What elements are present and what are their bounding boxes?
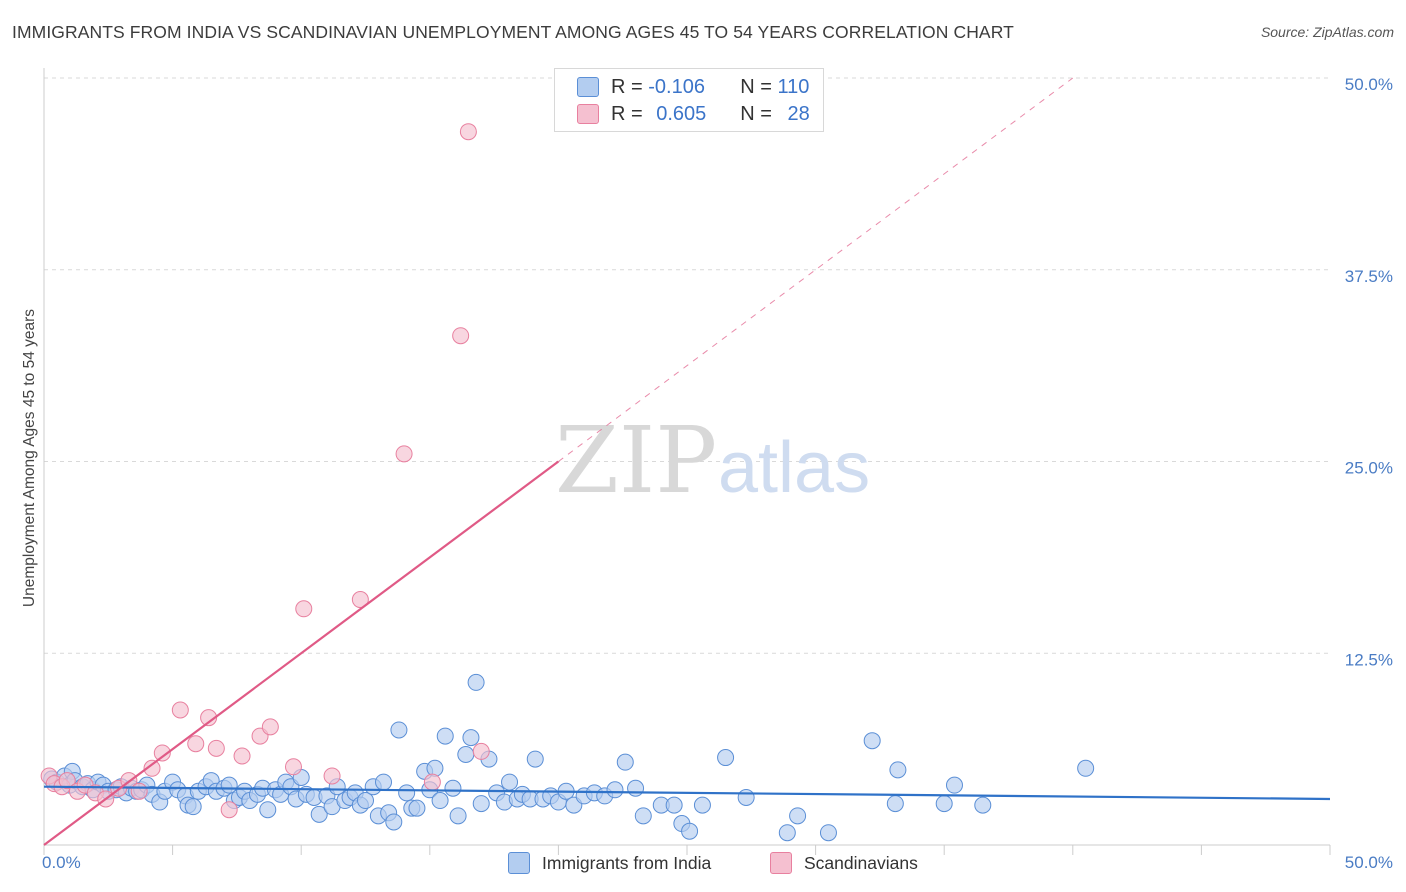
india-trend-line [43,785,1331,801]
india-point [737,788,755,806]
india-point [681,822,699,840]
scandinavian-point [423,773,441,791]
india-point [693,796,711,814]
scand-n-value: 28 [787,102,810,125]
scandinavian-point [171,701,189,719]
legend-row-india: R = -0.106 N = 110 [577,74,809,100]
india-point [457,745,475,763]
india-points [43,673,1095,842]
legend-india-swatch [508,852,530,874]
india-point [436,727,454,745]
source-label: Source: ZipAtlas.com [1260,24,1394,40]
axes [43,68,1331,855]
india-r-value: -0.106 [648,75,705,98]
india-point [945,776,963,794]
india-r-label: R = [611,75,649,98]
scandinavian-point [295,600,313,618]
india-point [357,792,374,810]
india-point [974,796,992,814]
india-point [501,773,519,791]
scandinavian-point [220,801,238,819]
y-tick-label: 25.0% [1345,459,1393,478]
india-point [375,773,393,791]
legend-row-scand: R = 0.605 N = 28 [577,101,810,127]
india-point [259,801,277,819]
scandinavian-point [187,735,205,753]
legend-scand: Scandinavians [770,852,918,874]
india-point [665,796,683,814]
scandinavian-point [284,758,302,776]
india-point [634,807,652,825]
scandinavian-point [323,767,341,785]
y-tick-label: 12.5% [1345,650,1393,669]
india-point [431,792,449,810]
scand-r-label: R = [611,102,649,125]
scandinavian-point [261,718,279,736]
x-tick-label: 0.0% [42,853,81,872]
india-point [819,824,837,842]
scandinavian-point [153,744,171,762]
india-point [426,759,444,777]
scandinavian-point [207,739,225,757]
stats-legend: R = -0.106 N = 110 R = 0.605 N = 28 [554,68,824,132]
india-point [778,824,796,842]
tick-labels: 12.5% 25.0% 37.5% 50.0% 0.0% 50.0% [42,75,1393,872]
india-point [616,753,634,771]
scandinavian-point [58,772,76,790]
india-n-value: 110 [777,75,810,98]
india-point [385,813,403,831]
india-point [390,721,408,739]
india-point [449,807,467,825]
india-point [889,761,907,779]
india-n-label: N = [740,75,778,98]
scandinavian-point [351,591,369,609]
india-point [627,779,645,797]
scand-r-value: 0.605 [656,102,707,125]
india-point [935,795,953,813]
india-point [863,732,881,750]
scandinavian-point [130,782,148,800]
legend-scand-label: Scandinavians [804,852,918,873]
india-point [606,781,624,799]
legend-scand-swatch [770,852,792,874]
india-point [526,750,544,768]
y-tick-label: 37.5% [1345,267,1393,286]
trend-lines [43,77,1331,846]
y-tick-label: 50.0% [1345,75,1393,94]
india-point [310,805,328,823]
india-swatch [577,77,599,97]
watermark: ZIP atlas [555,407,870,514]
scandinavian-points [40,123,490,819]
y-axis-label: Unemployment Among Ages 45 to 54 years [21,309,38,607]
scandinavian-point [472,742,490,760]
scandinavian-point [233,747,251,765]
india-point [444,779,462,797]
scand-swatch [577,104,599,124]
scandinavian-point [395,445,413,463]
india-point [886,795,904,813]
india-point [408,799,426,817]
india-point [467,673,485,691]
india-point [1077,759,1095,777]
scandinavian-point [459,123,477,141]
legend-india: Immigrants from India [508,852,711,874]
india-point [472,795,490,813]
india-point [398,784,416,802]
chart-title: IMMIGRANTS FROM INDIA VS SCANDINAVIAN UN… [12,22,1014,42]
legend-india-label: Immigrants from India [542,852,712,873]
scandinavian-point [143,759,161,777]
india-point [717,749,735,767]
india-point [789,807,807,825]
india-point [462,729,480,747]
x-tick-label: 50.0% [1345,853,1393,872]
watermark-zip: ZIP [555,407,717,514]
india-point [184,798,202,816]
scand-n-label: N = [740,102,778,125]
watermark-atlas: atlas [718,428,870,508]
scandinavian-trend-line [43,460,560,846]
scandinavian-point [452,327,470,345]
